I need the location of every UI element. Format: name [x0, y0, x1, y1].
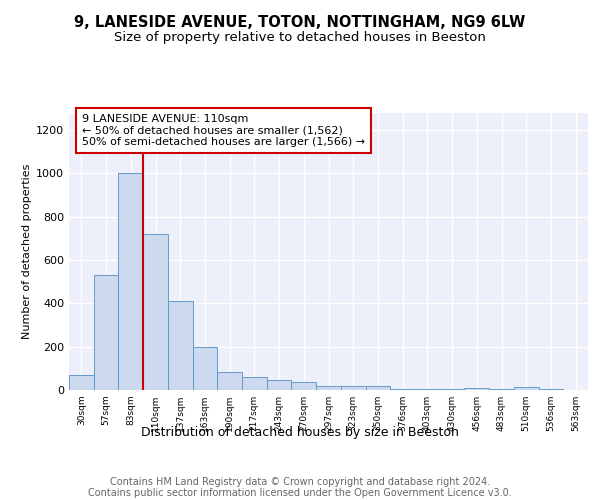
Bar	[390, 389, 415, 390]
Bar	[94, 275, 118, 390]
Bar	[365, 386, 390, 390]
Bar	[118, 173, 143, 390]
Text: Contains HM Land Registry data © Crown copyright and database right 2024.
Contai: Contains HM Land Registry data © Crown c…	[88, 476, 512, 498]
Bar	[217, 372, 242, 390]
Text: Distribution of detached houses by size in Beeston: Distribution of detached houses by size …	[141, 426, 459, 439]
Bar	[292, 382, 316, 390]
Bar	[341, 386, 365, 390]
Text: 9 LANESIDE AVENUE: 110sqm
← 50% of detached houses are smaller (1,562)
50% of se: 9 LANESIDE AVENUE: 110sqm ← 50% of detac…	[82, 114, 365, 147]
Y-axis label: Number of detached properties: Number of detached properties	[22, 164, 32, 339]
Bar	[143, 234, 168, 390]
Bar	[193, 346, 217, 390]
Bar	[168, 301, 193, 390]
Bar	[489, 389, 514, 390]
Bar	[464, 388, 489, 390]
Text: 9, LANESIDE AVENUE, TOTON, NOTTINGHAM, NG9 6LW: 9, LANESIDE AVENUE, TOTON, NOTTINGHAM, N…	[74, 15, 526, 30]
Bar	[242, 377, 267, 390]
Bar	[440, 389, 464, 390]
Bar	[415, 389, 440, 390]
Bar	[514, 388, 539, 390]
Text: Size of property relative to detached houses in Beeston: Size of property relative to detached ho…	[114, 31, 486, 44]
Bar	[316, 386, 341, 390]
Bar	[539, 389, 563, 390]
Bar	[69, 375, 94, 390]
Bar	[267, 380, 292, 390]
